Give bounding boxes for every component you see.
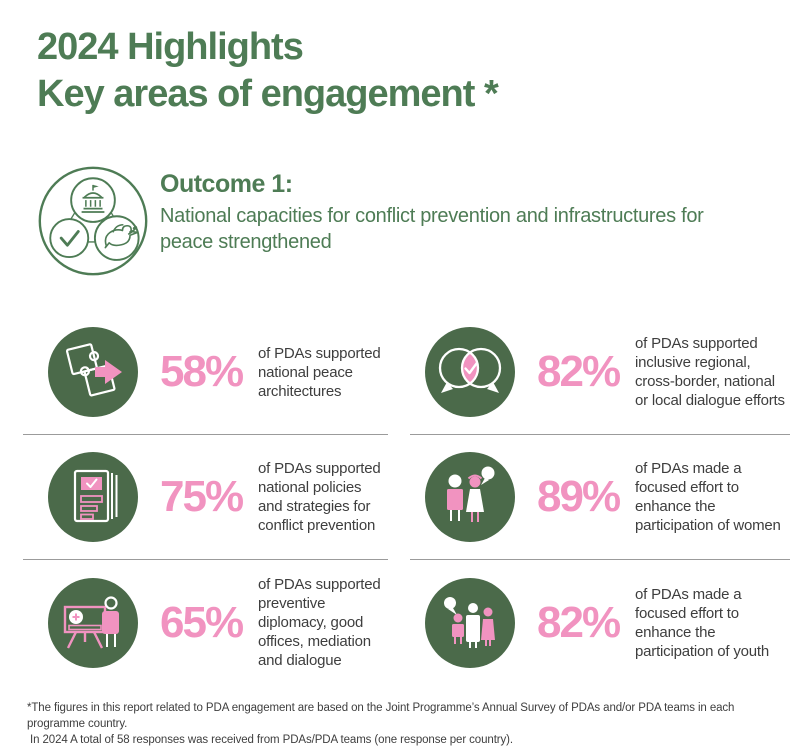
outcome-section-header: Outcome 1: National capacities for confl… bbox=[36, 164, 750, 278]
checkmark-icon bbox=[59, 230, 80, 247]
footnote-line1: *The figures in this report related to P… bbox=[27, 702, 735, 730]
stat-value: 75% bbox=[160, 472, 244, 521]
stat-row-peace-architectures: 58% of PDAs supported national peace arc… bbox=[23, 310, 388, 435]
stat-description: of PDAs supported inclusive regional, cr… bbox=[635, 335, 785, 409]
stat-row-dialogue-efforts: 82% of PDAs supported inclusive regional… bbox=[410, 310, 790, 435]
stat-value: 82% bbox=[537, 347, 621, 396]
puzzle-arrow-icon bbox=[48, 327, 138, 417]
peace-dove-icon bbox=[104, 224, 139, 249]
stat-value: 58% bbox=[160, 347, 244, 396]
outcome-heading: Outcome 1: bbox=[160, 170, 293, 198]
stat-row-participation-women: 89% of PDAs made a focused effort to enh… bbox=[410, 435, 790, 560]
page-title-line2: Key areas of engagement * bbox=[37, 73, 499, 115]
stat-value: 89% bbox=[537, 472, 621, 521]
footnote-line2: In 2024 A total of 58 responses was rece… bbox=[30, 734, 513, 746]
stat-description: of PDAs supported preventive diplomacy, … bbox=[258, 576, 381, 669]
youth-participation-icon bbox=[425, 577, 515, 668]
outcome-texts: Outcome 1: National capacities for confl… bbox=[160, 164, 750, 278]
stat-description: of PDAs made a focused effort to enhance… bbox=[635, 585, 770, 660]
dialogue-bubbles-icon bbox=[425, 327, 515, 417]
stat-value: 65% bbox=[160, 597, 244, 647]
stats-grid: 58% of PDAs supported national peace arc… bbox=[23, 310, 790, 685]
mediation-easel-icon bbox=[48, 577, 138, 668]
stat-value: 82% bbox=[537, 597, 621, 647]
page-title-line1: 2024 Highlights bbox=[37, 26, 304, 68]
footnote: *The figures in this report related to P… bbox=[27, 700, 789, 748]
outcome1-badge-icon bbox=[38, 166, 148, 276]
government-building-icon bbox=[81, 184, 105, 213]
stat-row-participation-youth: 82% of PDAs made a focused effort to enh… bbox=[410, 560, 790, 685]
women-participation-icon bbox=[425, 452, 515, 542]
outcome-description: National capacities for conflict prevent… bbox=[160, 205, 704, 253]
stat-row-preventive-diplomacy: 65% of PDAs supported preventive diploma… bbox=[23, 560, 388, 685]
policy-document-icon bbox=[48, 452, 138, 542]
stat-description: of PDAs made a focused effort to enhance… bbox=[635, 460, 781, 534]
stat-row-national-policies: 75% of PDAs supported national policies … bbox=[23, 435, 388, 560]
stat-description: of PDAs supported national peace archite… bbox=[258, 344, 381, 400]
page-title: 2024 Highlights Key areas of engagement … bbox=[37, 24, 499, 118]
stat-description: of PDAs supported national policies and … bbox=[258, 460, 381, 534]
